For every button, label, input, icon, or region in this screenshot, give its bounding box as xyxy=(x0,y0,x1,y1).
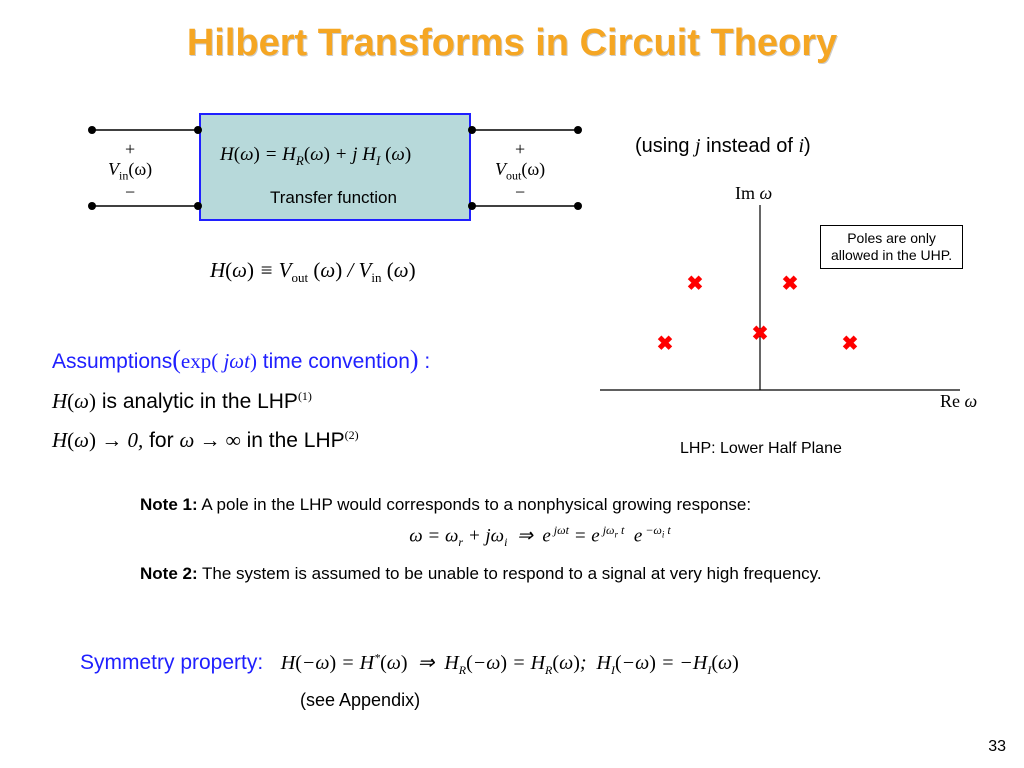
note-1-equation: ω = ωr + jωi ⇒ e jωt = e jωr t e −ωi t xyxy=(140,523,940,550)
assumption-2: H(ω) → 0, for ω → ∞ in the LHP(2) xyxy=(52,428,430,453)
pole-marker: ✖ xyxy=(657,333,674,355)
note-1: Note 1: A pole in the LHP would correspo… xyxy=(140,495,940,515)
symmetry-property: Symmetry property: H(−ω) = H*(ω) ⇒ HR(−ω… xyxy=(80,650,739,678)
assumption-1: H(ω) is analytic in the LHP(1) xyxy=(52,389,430,414)
pole-marker: ✖ xyxy=(752,323,769,345)
pole-marker: ✖ xyxy=(842,333,859,355)
assumptions-heading: Assumptions(exp( jωt) time convention) : xyxy=(52,345,430,375)
transfer-function-caption: Transfer function xyxy=(270,188,397,208)
vout-label: + Vout(ω) − xyxy=(495,140,545,202)
note-2: Note 2: The system is assumed to be unab… xyxy=(140,564,940,584)
pole-location-note: Poles are only allowed in the UHP. xyxy=(820,225,963,269)
svg-text:Im ω: Im ω xyxy=(735,183,772,203)
page-number: 33 xyxy=(988,738,1006,756)
vin-label: + Vin(ω) − xyxy=(108,140,152,202)
circuit-diagram: + Vin(ω) − + Vout(ω) − H(ω) = HR(ω) + j … xyxy=(80,110,600,240)
lhp-caption: LHP: Lower Half Plane xyxy=(680,440,842,458)
transfer-function-definition: H(ω) ≡ Vout (ω) / Vin (ω) xyxy=(210,258,416,286)
notes-block: Note 1: A pole in the LHP would correspo… xyxy=(140,495,940,592)
notation-note: (using j instead of i) xyxy=(635,135,811,158)
pole-marker: ✖ xyxy=(782,273,799,295)
svg-text:Re ω: Re ω xyxy=(940,391,977,411)
appendix-reference: (see Appendix) xyxy=(300,690,420,711)
assumptions-block: Assumptions(exp( jωt) time convention) :… xyxy=(52,345,430,453)
page-title: Hilbert Transforms in Circuit Theory xyxy=(0,0,1024,65)
pole-marker: ✖ xyxy=(687,273,704,295)
complex-plane-plot: Im ω Re ω ✖ ✖ ✖ ✖ ✖ xyxy=(600,175,1000,435)
transfer-function-equation: H(ω) = HR(ω) + j HI (ω) xyxy=(220,144,411,169)
